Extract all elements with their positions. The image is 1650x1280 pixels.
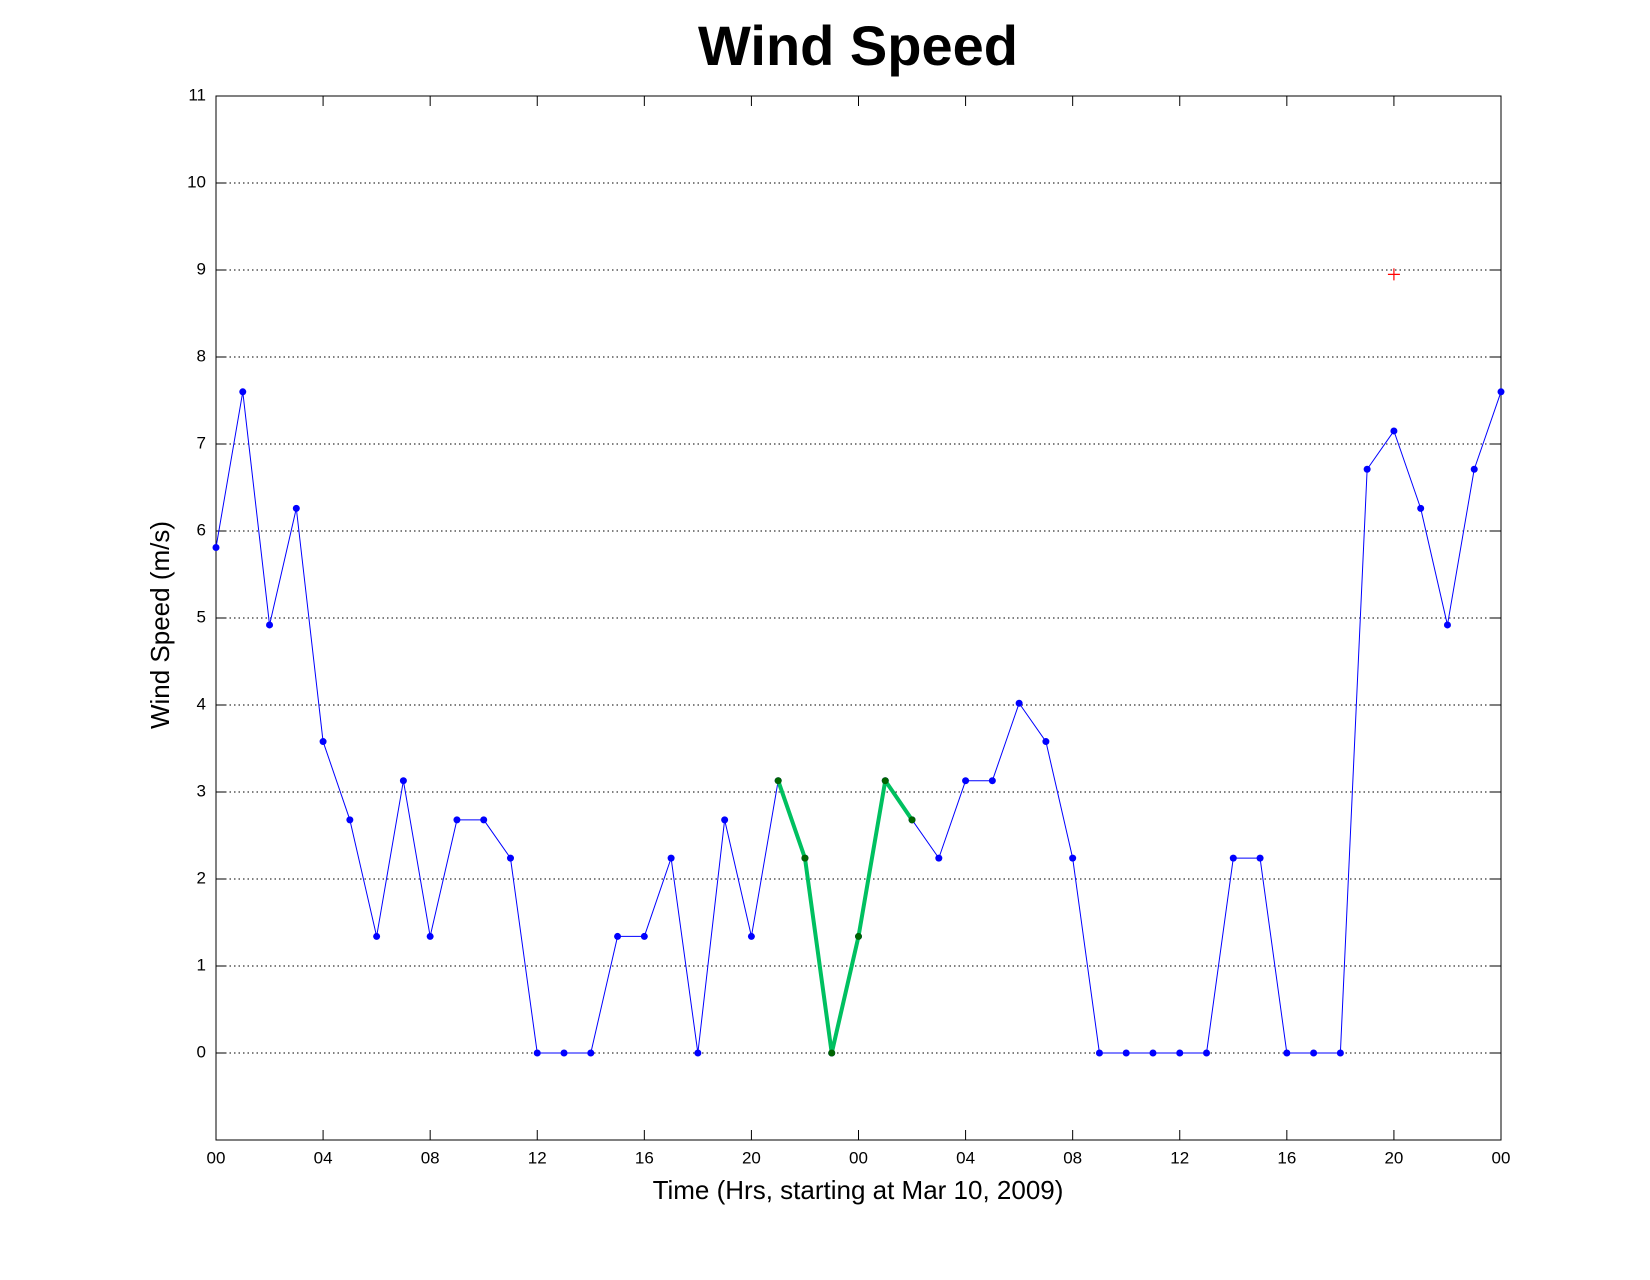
data-point [1176, 1049, 1184, 1057]
data-point [747, 932, 755, 940]
y-tick-label: 7 [197, 433, 206, 452]
data-point [399, 777, 407, 785]
x-tick-label: 00 [849, 1148, 868, 1167]
x-tick-label: 00 [1492, 1148, 1511, 1167]
y-tick-label: 5 [197, 607, 206, 626]
plus-marker [1387, 268, 1400, 281]
data-point [1417, 504, 1425, 512]
data-point [319, 738, 327, 746]
y-tick-label: 6 [197, 520, 206, 539]
data-point [640, 932, 648, 940]
x-tick-label: 04 [956, 1148, 975, 1167]
data-point [292, 504, 300, 512]
data-point [212, 544, 220, 552]
data-point [1122, 1049, 1130, 1057]
plot-frame [215, 95, 1502, 1141]
data-point [1256, 854, 1264, 862]
data-point [1443, 621, 1451, 629]
data-point [1149, 1049, 1157, 1057]
data-point [533, 1049, 541, 1057]
data-point [1095, 1049, 1103, 1057]
data-point [587, 1049, 595, 1057]
y-tick-label: 1 [197, 955, 206, 974]
data-point [1042, 738, 1050, 746]
data-point [935, 854, 943, 862]
y-axis-label: Wind Speed (m/s) [145, 521, 175, 729]
x-tick-label: 20 [742, 1148, 761, 1167]
data-point [1470, 465, 1478, 473]
data-point [828, 1049, 836, 1057]
data-point [1310, 1049, 1318, 1057]
data-point [1336, 1049, 1344, 1057]
series-line [215, 391, 1502, 1054]
data-point [1283, 1049, 1291, 1057]
data-point [346, 816, 354, 824]
chart-title: Wind Speed [698, 14, 1018, 77]
data-point [1497, 388, 1505, 396]
x-tick-label: 08 [1063, 1148, 1082, 1167]
x-tick-label: 16 [635, 1148, 654, 1167]
data-point [801, 854, 809, 862]
data-point [721, 816, 729, 824]
x-tick-label: 08 [421, 1148, 440, 1167]
data-point [1015, 699, 1023, 707]
y-tick-label: 4 [197, 694, 206, 713]
y-tick-label: 10 [187, 172, 206, 191]
data-point [855, 932, 862, 940]
data-point [908, 816, 916, 824]
y-tick-label: 2 [197, 868, 206, 887]
x-tick-label: 00 [207, 1148, 226, 1167]
data-point [1069, 854, 1077, 862]
data-point [1390, 427, 1398, 435]
y-tick-label: 11 [188, 85, 206, 104]
data-point [774, 777, 782, 785]
x-tick-label: 20 [1384, 1148, 1403, 1167]
data-point [266, 621, 274, 629]
data-point [426, 932, 434, 940]
x-tick-label: 04 [314, 1148, 333, 1167]
y-tick-label: 0 [197, 1042, 206, 1061]
data-point [480, 816, 488, 824]
data-point [239, 388, 247, 396]
data-point [694, 1049, 702, 1057]
x-axis-label: Time (Hrs, starting at Mar 10, 2009) [653, 1175, 1064, 1205]
data-point [667, 854, 675, 862]
data-point [962, 777, 970, 785]
data-point [988, 777, 996, 785]
y-tick-label: 9 [197, 259, 206, 278]
data-point [560, 1049, 568, 1057]
x-tick-label: 16 [1277, 1148, 1296, 1167]
x-tick-label: 12 [1170, 1148, 1189, 1167]
data-point [373, 932, 381, 940]
series-line [776, 778, 914, 1055]
data-point [881, 777, 889, 785]
data-point [1203, 1049, 1211, 1057]
y-tick-label: 8 [197, 346, 206, 365]
data-point [453, 816, 461, 824]
data-point [614, 932, 622, 940]
data-point [1229, 854, 1237, 862]
y-tick-label: 3 [197, 781, 206, 800]
x-tick-label: 12 [528, 1148, 547, 1167]
data-point [506, 854, 514, 862]
data-point [1363, 465, 1371, 473]
